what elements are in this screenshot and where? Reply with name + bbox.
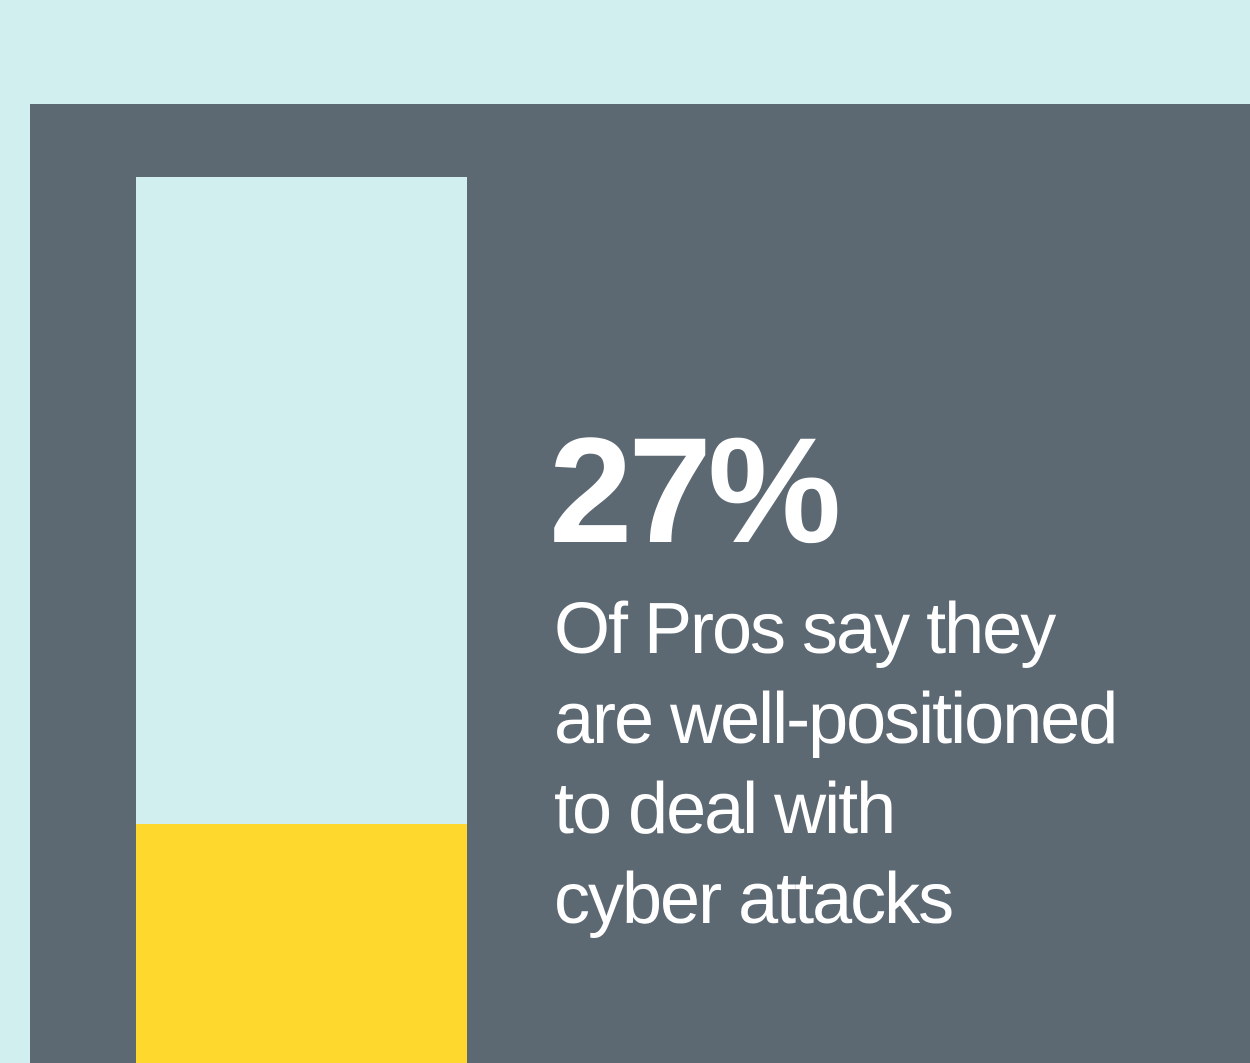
stat-caption-line: are well-positioned <box>554 679 1118 759</box>
stat-caption-line: Of Pros say they <box>554 589 1056 669</box>
stat-percentage: 27% <box>549 406 841 574</box>
stat-panel: 27% Of Pros say they are well-positioned… <box>30 104 1250 1063</box>
progress-bar-track <box>136 177 467 1063</box>
stat-caption-line: cyber attacks <box>554 859 954 939</box>
progress-bar-fill <box>136 823 467 1063</box>
stat-caption: Of Pros say they are well-positioned to … <box>554 584 1234 944</box>
stat-caption-line: to deal with <box>554 769 896 849</box>
